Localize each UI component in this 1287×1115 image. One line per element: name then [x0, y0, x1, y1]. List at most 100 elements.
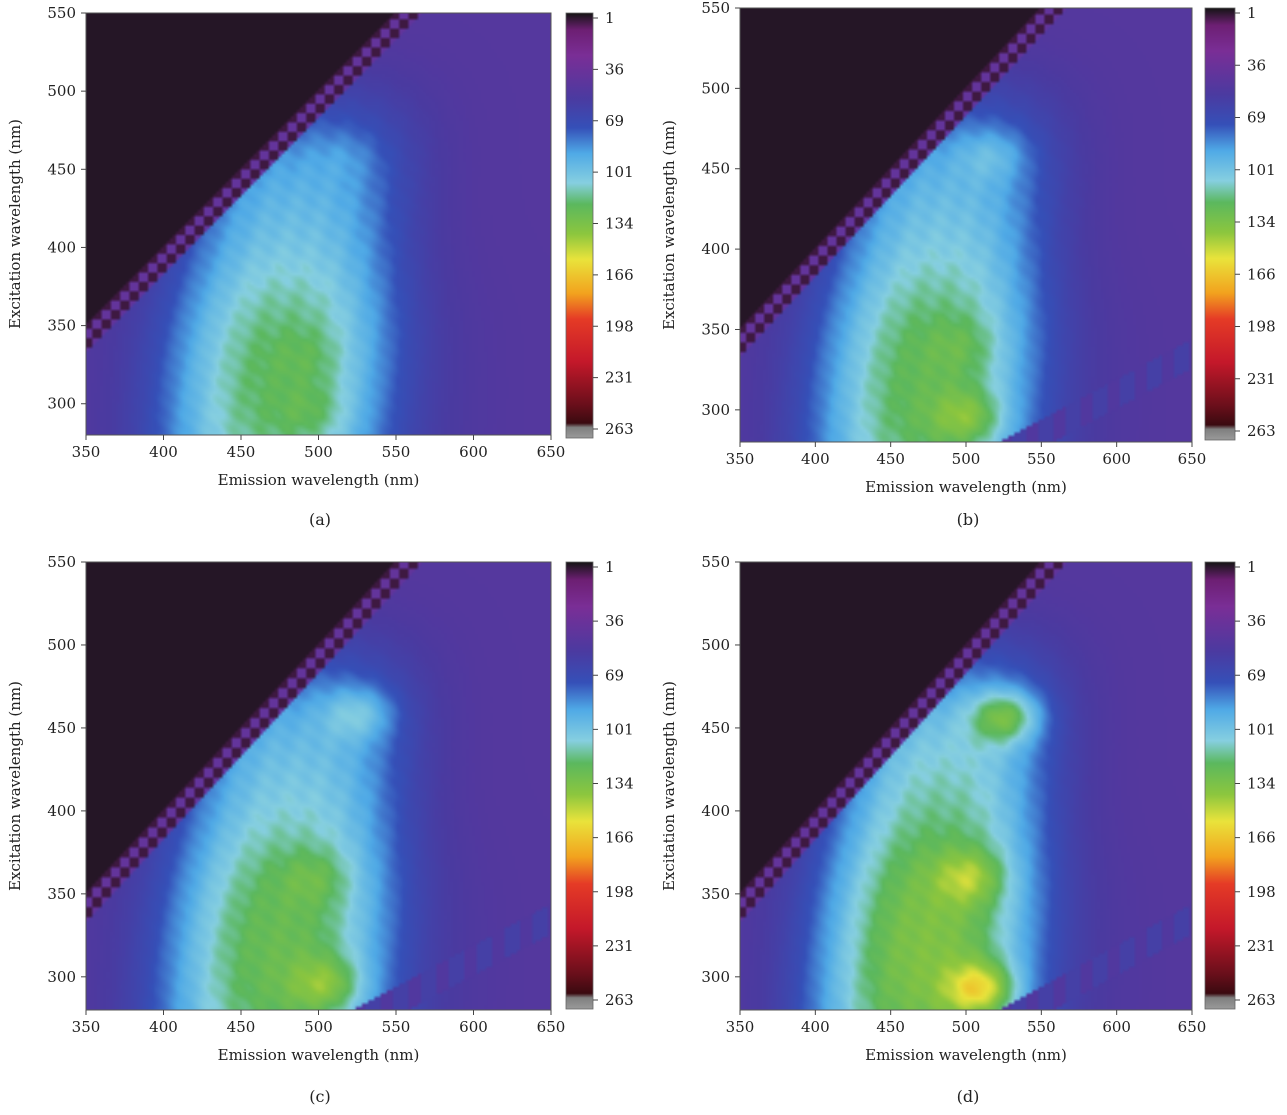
- colorbar-tick-label: 134: [1247, 775, 1276, 793]
- colorbar-tick-label: 263: [605, 420, 634, 438]
- colorbar-tick-label: 134: [605, 775, 634, 793]
- y-tick-label: 500: [47, 82, 76, 100]
- panel-1: 350 400 450 500 550 600 650 300 350 400 450 500 550 E…: [6, 4, 634, 529]
- colorbar-tick-label: 166: [605, 829, 634, 847]
- colorbar-tick-label: 36: [605, 612, 624, 630]
- x-tick-label: 400: [801, 450, 830, 468]
- panel-label: (c): [309, 1087, 330, 1106]
- colorbar-tick-label: 69: [605, 666, 624, 684]
- x-axis-label: Emission wavelength (nm): [218, 1046, 420, 1064]
- y-tick-label: 400: [47, 238, 76, 256]
- colorbar-tick-label: 231: [605, 937, 634, 955]
- x-axis-label: Emission wavelength (nm): [218, 471, 420, 489]
- colorbar: [565, 561, 594, 1010]
- x-tick-label: 350: [726, 450, 755, 468]
- heatmap-2: [740, 8, 1192, 442]
- y-tick-label: 450: [701, 160, 730, 178]
- x-tick-label: 400: [149, 443, 178, 461]
- y-tick-label: 400: [701, 802, 730, 820]
- x-tick-label: 500: [304, 443, 333, 461]
- colorbar-tick-label: 198: [605, 883, 634, 901]
- colorbar-tick-label: 231: [1247, 937, 1276, 955]
- y-tick-label: 350: [47, 317, 76, 335]
- x-tick-label: 350: [72, 1018, 101, 1036]
- x-tick-label: 450: [227, 1018, 256, 1036]
- colorbar-tick-label: 263: [1247, 422, 1276, 440]
- x-axis-label: Emission wavelength (nm): [865, 478, 1067, 496]
- x-tick-label: 350: [72, 443, 101, 461]
- colorbar-tick-label: 263: [605, 991, 634, 1009]
- colorbar-tick-label: 69: [605, 112, 624, 130]
- colorbar-tick-label: 101: [605, 720, 634, 738]
- y-tick-label: 550: [701, 0, 730, 17]
- y-tick-label: 550: [47, 553, 76, 571]
- panel-3: 350 400 450 500 550 600 650 300 350 400 450 500 550 E…: [6, 553, 634, 1106]
- colorbar: [1204, 561, 1236, 1010]
- y-tick-label: 350: [701, 885, 730, 903]
- x-tick-label: 400: [801, 1018, 830, 1036]
- colorbar: [1204, 7, 1236, 441]
- y-tick-label: 500: [47, 636, 76, 654]
- x-tick-label: 600: [1102, 1018, 1131, 1036]
- y-tick-label: 400: [701, 240, 730, 258]
- colorbar-tick-label: 36: [1247, 56, 1266, 74]
- colorbar-tick-label: 198: [1247, 318, 1276, 336]
- panel-4: 350 400 450 500 550 600 650 300 350 400 450 500 550 E…: [660, 553, 1276, 1106]
- colorbar-tick-label: 134: [1247, 213, 1276, 231]
- panel-2: 350 400 450 500 550 600 650 300 350 400 450 500 550 E…: [660, 0, 1276, 529]
- panel-label: (a): [309, 510, 331, 529]
- x-tick-label: 550: [382, 1018, 411, 1036]
- x-axis-label: Emission wavelength (nm): [865, 1046, 1067, 1064]
- colorbar-tick-label: 1: [1247, 4, 1257, 22]
- x-tick-label: 650: [537, 1018, 566, 1036]
- x-tick-label: 400: [149, 1018, 178, 1036]
- colorbar-tick-label: 231: [605, 369, 634, 387]
- x-tick-label: 500: [304, 1018, 333, 1036]
- heatmap-3: [86, 562, 551, 1010]
- y-tick-label: 300: [47, 968, 76, 986]
- y-tick-label: 350: [701, 320, 730, 338]
- colorbar-tick-label: 263: [1247, 991, 1276, 1009]
- x-tick-label: 500: [952, 450, 981, 468]
- y-tick-label: 450: [47, 160, 76, 178]
- colorbar-tick-label: 101: [605, 163, 634, 181]
- y-tick-label: 450: [47, 719, 76, 737]
- y-axis-label: Excitation wavelength (nm): [660, 681, 678, 891]
- x-tick-label: 600: [459, 443, 488, 461]
- colorbar-tick-label: 166: [1247, 829, 1276, 847]
- x-tick-label: 550: [1027, 1018, 1056, 1036]
- y-tick-label: 300: [701, 968, 730, 986]
- x-tick-label: 650: [1178, 1018, 1207, 1036]
- x-tick-label: 550: [382, 443, 411, 461]
- y-axis-label: Excitation wavelength (nm): [6, 119, 24, 329]
- colorbar-tick-label: 166: [1247, 265, 1276, 283]
- colorbar-tick-label: 1: [605, 9, 615, 27]
- y-tick-label: 300: [701, 401, 730, 419]
- y-tick-label: 550: [47, 4, 76, 22]
- colorbar-tick-label: 101: [1247, 720, 1276, 738]
- x-tick-label: 550: [1027, 450, 1056, 468]
- colorbar-tick-label: 198: [1247, 883, 1276, 901]
- y-tick-label: 500: [701, 79, 730, 97]
- colorbar-tick-label: 231: [1247, 370, 1276, 388]
- colorbar-tick-label: 166: [605, 266, 634, 284]
- colorbar: [565, 12, 594, 439]
- y-tick-label: 350: [47, 885, 76, 903]
- y-tick-label: 500: [701, 636, 730, 654]
- x-tick-label: 600: [1102, 450, 1131, 468]
- colorbar-tick-label: 101: [1247, 161, 1276, 179]
- panel-label: (b): [957, 510, 980, 529]
- colorbar-tick-label: 1: [1247, 558, 1257, 576]
- colorbar-tick-label: 69: [1247, 666, 1266, 684]
- colorbar-tick-label: 36: [1247, 612, 1266, 630]
- y-axis-label: Excitation wavelength (nm): [660, 120, 678, 330]
- colorbar-tick-label: 198: [605, 317, 634, 335]
- y-axis-label: Excitation wavelength (nm): [6, 681, 24, 891]
- colorbar-tick-label: 134: [605, 215, 634, 233]
- x-tick-label: 650: [1178, 450, 1207, 468]
- y-tick-label: 450: [701, 719, 730, 737]
- x-tick-label: 500: [952, 1018, 981, 1036]
- x-tick-label: 450: [227, 443, 256, 461]
- colorbar-tick-label: 69: [1247, 109, 1266, 127]
